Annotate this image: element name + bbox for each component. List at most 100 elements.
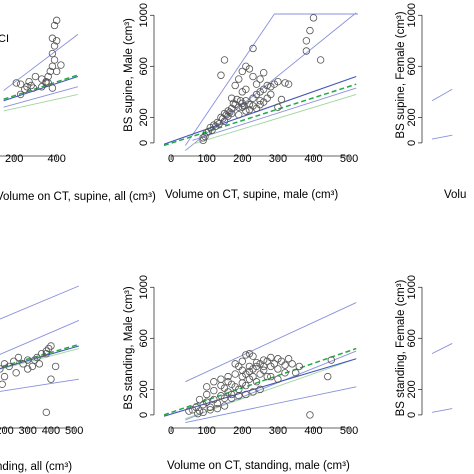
data-point [38, 75, 46, 83]
data-point [57, 61, 65, 69]
data-point [227, 390, 236, 399]
data-point [44, 344, 53, 353]
ci-line-0 [0, 285, 80, 320]
x-tick-label: 100 [198, 153, 216, 165]
fit-line [0, 345, 79, 370]
data-point [281, 369, 289, 377]
data-point [0, 372, 9, 381]
data-point [288, 360, 296, 368]
x-tick-label: 0 [168, 425, 174, 437]
xlabel-bottom-middle: Volume on CT, standing, male (cm³) [167, 460, 350, 472]
data-point [284, 355, 293, 363]
ci-line-0 [3, 34, 79, 91]
data-point [203, 383, 211, 391]
data-point [52, 67, 61, 76]
data-point [31, 356, 39, 364]
x-tick-label: 200 [5, 153, 23, 165]
data-point [274, 77, 282, 86]
data-point [270, 360, 279, 368]
x-tick-label: 0 [168, 153, 174, 165]
fit-line [164, 358, 357, 417]
data-point [185, 407, 193, 415]
y-tick-label: 200 [406, 380, 418, 398]
data-point [238, 67, 247, 76]
data-point [256, 360, 264, 368]
data-point [267, 372, 275, 381]
y-tick-label: 1000 [138, 275, 150, 299]
data-point [227, 94, 236, 102]
data-point [19, 360, 27, 368]
data-point [224, 372, 232, 381]
data-point [309, 14, 318, 22]
ci-line-2 [0, 348, 79, 370]
data-point [50, 42, 59, 50]
ci-line-2 [192, 87, 357, 141]
data-point [226, 108, 234, 116]
data-point [42, 408, 51, 417]
data-point [50, 56, 59, 64]
data-point [195, 395, 204, 404]
data-point [227, 394, 236, 403]
data-point [306, 26, 314, 35]
panel-bottom-middle: 0 200 600 1000 0 100 200 300 400 500 [138, 275, 358, 437]
fit-line [3, 76, 79, 102]
x-tick-label: 200 [233, 425, 251, 437]
data-point [242, 85, 250, 93]
data-point [281, 79, 289, 87]
data-point [14, 353, 23, 362]
data-point [213, 118, 222, 127]
data-point [235, 111, 243, 119]
ci-line-0 [184, 13, 275, 146]
data-point [220, 56, 229, 64]
data-point [242, 351, 250, 359]
data-point [327, 356, 336, 364]
y-tick-label: 600 [138, 329, 150, 347]
data-point [256, 370, 264, 378]
data-point [267, 353, 275, 362]
data-point [292, 369, 300, 377]
legend-ci-label: CI [0, 33, 9, 45]
data-point [28, 362, 37, 371]
data-point [21, 85, 29, 93]
ci-line-1 [0, 320, 80, 355]
data-point [235, 392, 243, 400]
fit-line [164, 76, 357, 145]
data-point [10, 357, 18, 365]
data-point [48, 49, 57, 58]
data-point [217, 71, 225, 79]
data-point [224, 378, 232, 386]
y-tick-label: 0 [406, 140, 418, 146]
y-tick-label: 200 [406, 108, 418, 126]
data-point [203, 390, 211, 399]
data-point [249, 352, 257, 360]
y-tick-label: 600 [406, 57, 418, 75]
data-point [27, 81, 35, 90]
data-point [220, 394, 229, 403]
y-tick-label: 1000 [406, 275, 418, 299]
data-point [52, 37, 61, 45]
ci-line-0 [432, 88, 453, 102]
data-point [5, 362, 13, 371]
data-point [215, 120, 223, 128]
data-point [0, 360, 9, 368]
ci-line-3 [192, 93, 357, 145]
x-tick-label: 400 [47, 153, 65, 165]
ci-line-3 [0, 378, 79, 392]
data-point [50, 21, 59, 30]
ylabel-top-middle: BS supine, Male (cm³) [123, 18, 135, 132]
data-point [48, 34, 57, 42]
panel-top-right: 0 200 600 1000 [406, 3, 453, 146]
y-tick-label: 1000 [406, 3, 418, 27]
x-tick-label: 400 [304, 425, 322, 437]
data-point [249, 388, 257, 396]
data-point [42, 349, 51, 358]
y-tick-label: 600 [406, 329, 418, 347]
data-point [210, 378, 218, 386]
ci-line-1 [432, 408, 453, 413]
y-tick-label: 0 [138, 412, 150, 418]
ylabel-bottom-middle: BS standing, Male (cm³) [123, 286, 135, 410]
data-point [256, 385, 264, 394]
data-point [274, 103, 282, 111]
ylabel-bottom-right: BS standing, Female (cm³) [395, 279, 407, 416]
